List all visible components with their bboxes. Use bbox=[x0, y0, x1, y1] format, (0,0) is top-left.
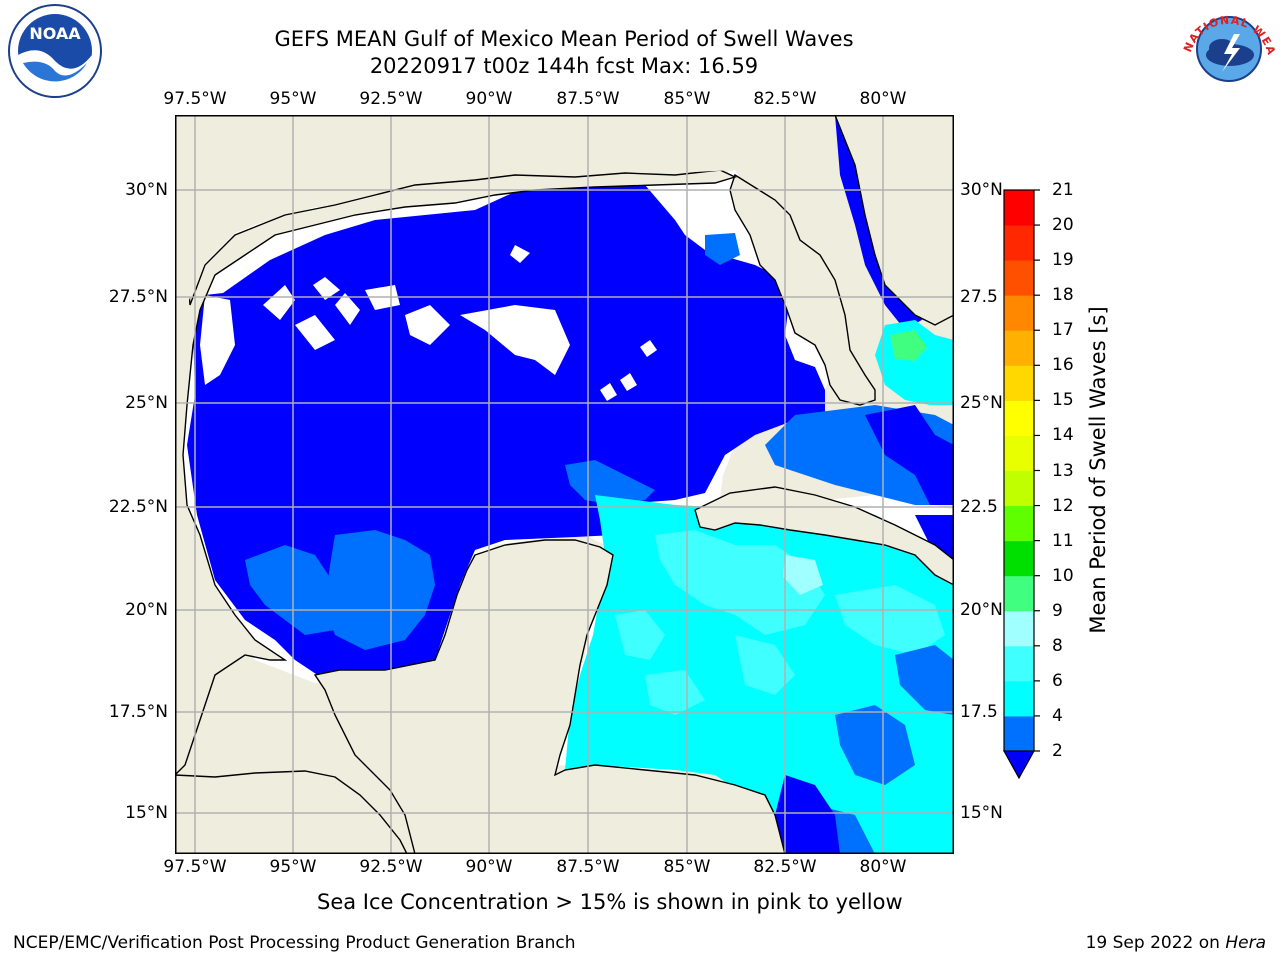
lat-label-left: 22.5°N bbox=[108, 497, 168, 517]
colorbar-cell bbox=[1004, 505, 1034, 542]
caribbean-9s-patches bbox=[783, 555, 823, 595]
colorbar-cell bbox=[1004, 715, 1034, 752]
colorbar-tick-label: 4 bbox=[1052, 705, 1063, 726]
colorbar-cell bbox=[1004, 610, 1034, 647]
colorbar-cell bbox=[1004, 295, 1034, 331]
run-date: 19 Sep 2022 on Hera bbox=[1086, 933, 1266, 953]
colorbar-tick-label: 21 bbox=[1052, 180, 1074, 200]
colorbar-tick-label: 15 bbox=[1052, 390, 1074, 411]
straits-10s-patch bbox=[890, 330, 927, 361]
lat-label-left: 17.5°N bbox=[108, 702, 168, 722]
colorbar-cell bbox=[1004, 260, 1034, 296]
colorbar-cell bbox=[1004, 680, 1034, 717]
colorbar-tick-label: 13 bbox=[1052, 460, 1074, 481]
noaa-logo-text: NOAA bbox=[29, 24, 81, 43]
map-frame bbox=[175, 115, 954, 854]
colorbar-cell bbox=[1004, 400, 1034, 436]
machine-name: Hera bbox=[1225, 933, 1266, 953]
colorbar-cell bbox=[1004, 540, 1034, 577]
lon-label-bottom: 90°W bbox=[465, 857, 513, 877]
graticule bbox=[175, 115, 954, 854]
chart-subtitle: 20220917 t00z 144h fcst Max: 16.59 bbox=[369, 54, 759, 78]
lon-label-bottom: 92.5°W bbox=[359, 857, 423, 877]
colorbar-cell bbox=[1004, 225, 1034, 261]
credit-text: NCEP/EMC/Verification Post Processing Pr… bbox=[13, 933, 576, 953]
colorbar-cell bbox=[1004, 575, 1034, 612]
colorbar-title: Mean Period of Swell Waves [s] bbox=[1086, 306, 1110, 634]
swell-period-map bbox=[175, 115, 954, 858]
lat-label-left: 15°N bbox=[125, 803, 168, 823]
colorbar-cell bbox=[1004, 645, 1034, 682]
lon-label-bottom: 85°W bbox=[663, 857, 711, 877]
lon-label-bottom: 95°W bbox=[269, 857, 317, 877]
lat-label-left: 20°N bbox=[125, 600, 168, 620]
colorbar-tick-label: 17 bbox=[1052, 320, 1074, 341]
lon-label-top: 95°W bbox=[269, 89, 317, 109]
lon-label-bottom: 87.5°W bbox=[556, 857, 620, 877]
sea-ice-note: Sea Ice Concentration > 15% is shown in … bbox=[317, 890, 903, 914]
lat-label-right: 20°N bbox=[960, 600, 1003, 620]
lon-label-top: 82.5°W bbox=[753, 89, 817, 109]
colorbar-tick-label: 19 bbox=[1052, 250, 1074, 271]
noaa-logo: NOAA bbox=[5, 3, 105, 107]
lat-label-left: 27.5°N bbox=[108, 287, 168, 307]
run-date-text: 19 Sep 2022 on bbox=[1085, 933, 1226, 953]
lat-label-left: 30°N bbox=[125, 180, 168, 200]
lat-label-right: 22.5 bbox=[960, 497, 998, 517]
colorbar-tick-label: 6 bbox=[1052, 670, 1063, 691]
gulf-4s-patches bbox=[245, 233, 740, 650]
lon-label-top: 87.5°W bbox=[556, 89, 620, 109]
colorbar-tick-label: 8 bbox=[1052, 635, 1063, 656]
colorbar-tick-label: 10 bbox=[1052, 565, 1074, 586]
colorbar-tick-label: 20 bbox=[1052, 215, 1074, 236]
yucatan-land bbox=[175, 539, 786, 854]
caribbean-8s-patches bbox=[615, 530, 945, 715]
colorbar-tick-label: 18 bbox=[1052, 285, 1074, 306]
colorbar-cell bbox=[1004, 365, 1034, 401]
lat-label-right: 27.5 bbox=[960, 287, 998, 307]
lat-label-right: 30°N bbox=[960, 180, 1003, 200]
nws-logo: NATIONAL WEATHER SERVICE bbox=[1173, 0, 1280, 104]
mexico-texas-land bbox=[175, 115, 737, 854]
lat-label-left: 25°N bbox=[125, 393, 168, 413]
cuba-land bbox=[694, 486, 954, 586]
lon-label-top: 85°W bbox=[663, 89, 711, 109]
lon-label-top: 90°W bbox=[465, 89, 513, 109]
lon-label-bottom: 97.5°W bbox=[163, 857, 227, 877]
colorbar-tick-label: 16 bbox=[1052, 355, 1074, 376]
lon-label-top: 80°W bbox=[859, 89, 907, 109]
colorbar-tick-label: 14 bbox=[1052, 425, 1074, 446]
colorbar-extend-arrow bbox=[1002, 750, 1036, 780]
colorbar-cell bbox=[1004, 435, 1034, 471]
colorbar-tick-label: 2 bbox=[1052, 741, 1063, 761]
colorbar-cell bbox=[1004, 470, 1034, 507]
lon-label-bottom: 80°W bbox=[859, 857, 907, 877]
lon-label-top: 92.5°W bbox=[359, 89, 423, 109]
lon-label-bottom: 82.5°W bbox=[753, 857, 817, 877]
colorbar-cell bbox=[1004, 190, 1034, 226]
colorbar bbox=[1000, 185, 1050, 789]
colorbar-tick-label: 12 bbox=[1052, 495, 1074, 516]
lat-label-right: 25°N bbox=[960, 393, 1003, 413]
lat-label-right: 15°N bbox=[960, 803, 1003, 823]
lat-label-right: 17.5 bbox=[960, 702, 998, 722]
colorbar-tick-label: 11 bbox=[1052, 530, 1074, 551]
chart-title: GEFS MEAN Gulf of Mexico Mean Period of … bbox=[274, 27, 854, 51]
lon-label-top: 97.5°W bbox=[163, 89, 227, 109]
colorbar-tick-label: 9 bbox=[1052, 600, 1063, 621]
colorbar-cell bbox=[1004, 330, 1034, 366]
